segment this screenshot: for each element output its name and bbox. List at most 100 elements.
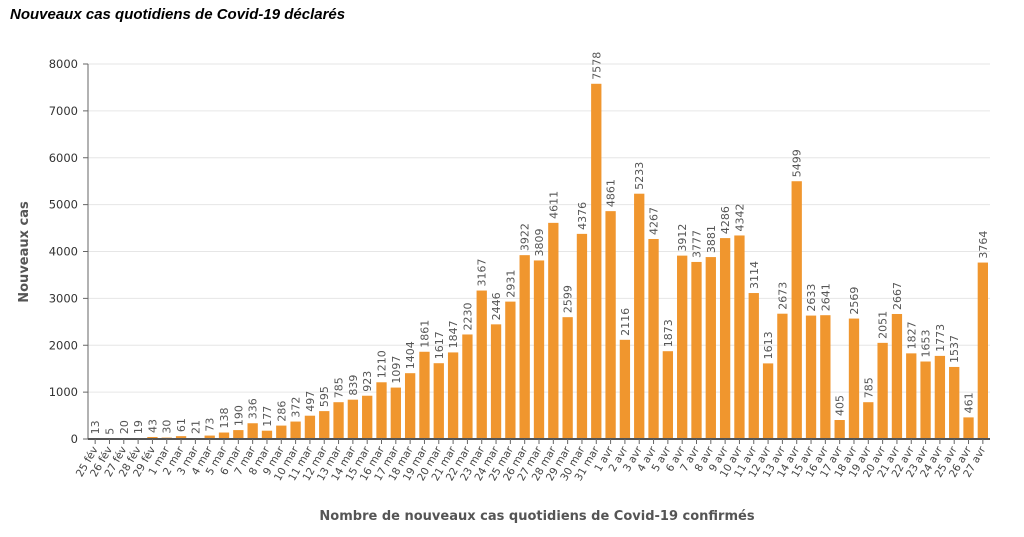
bar bbox=[447, 352, 459, 439]
data-label: 5499 bbox=[791, 149, 804, 177]
bar bbox=[175, 436, 187, 439]
data-label: 3881 bbox=[705, 225, 718, 253]
bar bbox=[634, 193, 645, 439]
page-title: Nouveaux cas quotidiens de Covid-19 décl… bbox=[10, 6, 346, 23]
bar bbox=[519, 255, 530, 439]
data-labels: 13 5 20 19 43 30 61 21 73 138 190 336 177 286 372 497 59… bbox=[89, 52, 990, 435]
data-label: 13 bbox=[89, 420, 102, 434]
data-label: 2569 bbox=[848, 287, 861, 315]
data-label: 3809 bbox=[533, 228, 546, 256]
data-label: 73 bbox=[204, 418, 217, 432]
bar bbox=[848, 318, 860, 439]
data-label: 286 bbox=[275, 401, 288, 422]
data-label: 1537 bbox=[948, 335, 961, 363]
data-label: 1653 bbox=[920, 330, 933, 358]
y-tick-label: 1000 bbox=[49, 385, 78, 399]
data-label: 2599 bbox=[562, 285, 575, 313]
data-label: 1613 bbox=[762, 331, 775, 359]
data-label: 4376 bbox=[576, 202, 589, 230]
data-label: 595 bbox=[318, 386, 331, 407]
bar bbox=[949, 366, 960, 439]
data-label: 405 bbox=[834, 395, 847, 416]
y-tick-label: 8000 bbox=[49, 57, 78, 71]
data-label: 177 bbox=[261, 406, 274, 427]
data-label: 3167 bbox=[476, 259, 489, 287]
bar bbox=[934, 355, 946, 439]
y-tick-label: 7000 bbox=[49, 104, 78, 118]
bar bbox=[777, 313, 788, 439]
bar bbox=[347, 399, 359, 439]
data-label: 19 bbox=[132, 420, 145, 434]
data-label: 3922 bbox=[519, 223, 532, 251]
data-label: 1773 bbox=[934, 324, 947, 352]
bar bbox=[404, 373, 416, 439]
bar bbox=[920, 361, 931, 439]
data-label: 461 bbox=[963, 392, 976, 413]
data-label: 2230 bbox=[461, 302, 474, 330]
data-label: 3777 bbox=[690, 230, 703, 258]
bar bbox=[691, 261, 702, 439]
bar bbox=[548, 222, 559, 439]
data-label: 3114 bbox=[748, 261, 761, 289]
bar bbox=[805, 315, 817, 439]
bar bbox=[619, 339, 631, 439]
data-label: 1404 bbox=[404, 341, 417, 369]
bar bbox=[147, 436, 158, 439]
bar bbox=[304, 415, 316, 439]
bar bbox=[490, 324, 502, 439]
bars bbox=[90, 83, 988, 439]
data-label: 4861 bbox=[605, 179, 618, 207]
bar bbox=[677, 255, 688, 439]
data-label: 20 bbox=[118, 420, 131, 434]
data-label: 1617 bbox=[433, 331, 446, 359]
data-label: 2931 bbox=[504, 270, 517, 298]
bar bbox=[261, 430, 273, 439]
y-tick-label: 6000 bbox=[49, 151, 78, 165]
bar bbox=[276, 425, 287, 439]
data-label: 2051 bbox=[877, 311, 890, 339]
bar bbox=[762, 363, 774, 439]
bar bbox=[719, 238, 731, 439]
data-label: 2446 bbox=[490, 292, 503, 320]
bar bbox=[820, 315, 831, 439]
data-label: 1873 bbox=[662, 319, 675, 347]
data-label: 3764 bbox=[977, 231, 990, 259]
data-label: 785 bbox=[333, 377, 346, 398]
bar bbox=[906, 353, 917, 439]
y-axis-ticks: 0 1000 2000 3000 4000 5000 6000 7000 8000 bbox=[49, 57, 88, 446]
bar bbox=[290, 421, 301, 439]
data-label: 61 bbox=[175, 418, 188, 432]
bar bbox=[891, 313, 903, 439]
bar bbox=[376, 382, 387, 439]
data-label: 2633 bbox=[805, 284, 818, 312]
y-tick-label: 0 bbox=[71, 432, 78, 446]
bar bbox=[605, 211, 616, 439]
bar bbox=[476, 290, 487, 439]
bar bbox=[834, 420, 845, 439]
data-label: 3912 bbox=[676, 224, 689, 252]
bar bbox=[247, 423, 258, 439]
bar bbox=[977, 262, 988, 439]
bar bbox=[705, 257, 716, 439]
bar bbox=[734, 235, 745, 439]
data-label: 839 bbox=[347, 375, 360, 396]
bar bbox=[591, 83, 602, 439]
data-label: 4286 bbox=[719, 206, 732, 234]
bar bbox=[648, 238, 659, 439]
data-label: 5233 bbox=[633, 162, 646, 190]
y-tick-label: 2000 bbox=[49, 338, 78, 352]
y-tick-label: 5000 bbox=[49, 198, 78, 212]
bar bbox=[462, 334, 473, 439]
data-label: 4611 bbox=[547, 191, 560, 219]
data-label: 2673 bbox=[776, 282, 789, 310]
x-axis-label: Nombre de nouveaux cas quotidiens de Cov… bbox=[319, 509, 754, 524]
bar bbox=[863, 402, 874, 439]
bar bbox=[505, 301, 516, 439]
data-label: 30 bbox=[161, 420, 174, 434]
y-tick-label: 4000 bbox=[49, 245, 78, 259]
data-label: 190 bbox=[232, 405, 245, 426]
data-label: 1861 bbox=[418, 320, 431, 348]
data-label: 2116 bbox=[619, 308, 632, 336]
